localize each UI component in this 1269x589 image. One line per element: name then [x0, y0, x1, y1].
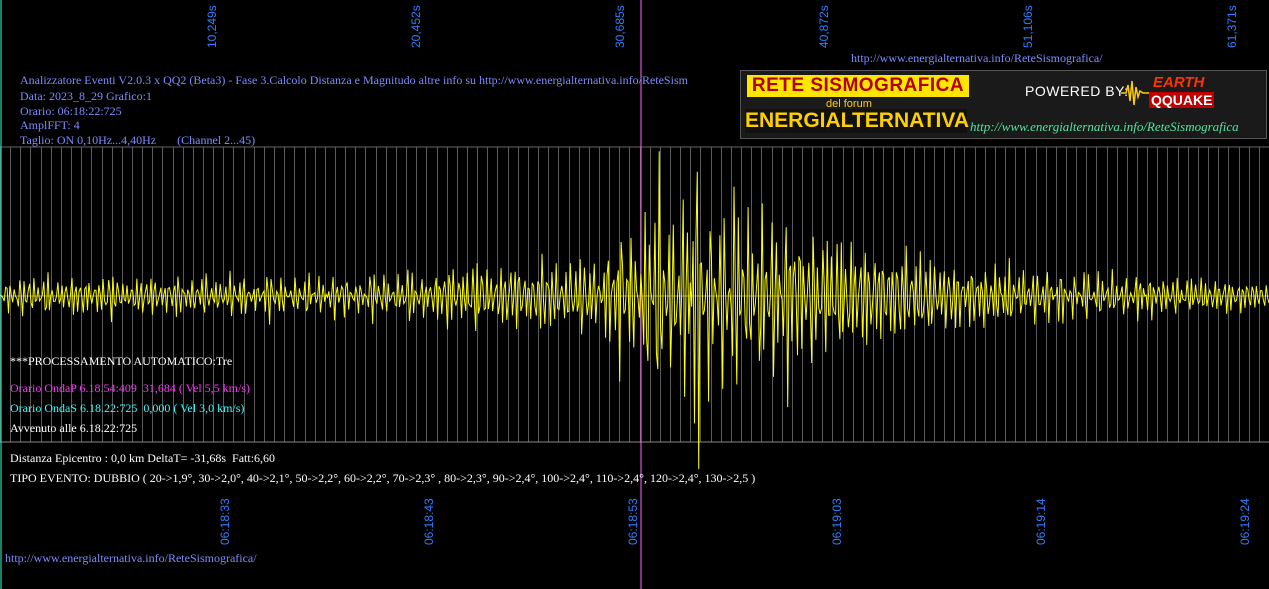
banner-earth-logo: EARTH — [1153, 74, 1205, 91]
bottom-url-link[interactable]: http://www.energialternativa.info/ReteSi… — [5, 551, 257, 565]
banner-rete-title: RETE SISMOGRAFICA — [747, 75, 969, 97]
top-tick-6: 61,371s — [1225, 5, 1239, 48]
top-tick-1: 10,249s — [205, 5, 219, 48]
onda-p-time: Orario OndaP 6.18.54:409 31,684 ( Vel 5,… — [10, 381, 250, 395]
rete-sismografica-banner: RETE SISMOGRAFICA del forum ENERGIALTERN… — [740, 70, 1267, 139]
header-line-4: AmplFFT: 4 — [20, 118, 80, 132]
bottom-tick-4: 06:19:03 — [830, 498, 844, 545]
header-line-3: Orario: 06:18:22:725 — [20, 104, 122, 118]
top-url-link[interactable]: http://www.energialternativa.info/ReteSi… — [851, 51, 1103, 65]
bottom-tick-1: 06:18:33 — [218, 498, 232, 545]
bottom-tick-6: 06:19:24 — [1238, 498, 1252, 545]
banner-qquake-logo: QQUAKE — [1149, 92, 1215, 108]
header-line-5: Taglio: ON 0,10Hz...4,40Hz (Channel 2...… — [20, 133, 256, 147]
banner-url-link[interactable]: http://www.energialternativa.info/ReteSi… — [970, 119, 1239, 134]
top-tick-2: 20,452s — [409, 5, 423, 48]
seismograph-wave-icon — [1121, 80, 1151, 106]
tipo-evento: TIPO EVENTO: DUBBIO ( 20->1,9°, 30->2,0°… — [10, 471, 756, 485]
top-tick-5: 51,106s — [1021, 5, 1035, 48]
bottom-tick-3: 06:18:53 — [626, 498, 640, 545]
avvenuto-time: Avvenuto alle 6.18.22:725 — [10, 421, 138, 435]
bottom-tick-5: 06:19:14 — [1034, 498, 1048, 545]
top-tick-3: 30,685s — [613, 5, 627, 48]
top-tick-4: 40,872s — [817, 5, 831, 48]
distanza-epicentro: Distanza Epicentro : 0,0 km DeltaT= -31,… — [10, 451, 276, 465]
processing-title: ***PROCESSAMENTO AUTOMATICO:Tre — [10, 354, 233, 368]
seismic-trace — [0, 151, 1269, 470]
banner-powered-by: POWERED BY: — [1025, 83, 1129, 99]
banner-energialternativa: ENERGIALTERNATIVA — [745, 109, 969, 133]
onda-s-time: Orario OndaS 6.18.22:725 0,000 ( Vel 3,0… — [10, 401, 245, 415]
header-line-1: Analizzatore Eventi V2.0.3 x QQ2 (Beta3)… — [20, 73, 688, 87]
bottom-tick-2: 06:18:43 — [422, 498, 436, 545]
banner-forum-text: del forum — [826, 98, 872, 110]
header-line-2: Data: 2023_8_29 Grafico:1 — [20, 89, 152, 103]
